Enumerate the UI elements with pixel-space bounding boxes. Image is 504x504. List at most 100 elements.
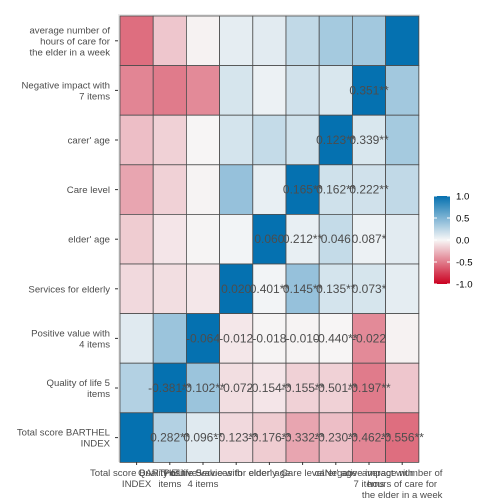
cell-value-label: 0.212** (283, 232, 323, 246)
heatmap-cell (119, 114, 154, 166)
heatmap-cell (119, 65, 154, 116)
legend-colorbar (434, 196, 450, 284)
heatmap-cell (285, 114, 320, 166)
heatmap-cell (119, 412, 154, 463)
heatmap-cell (152, 362, 187, 414)
heatmap-cell (185, 65, 220, 116)
y-tick-label: Services for elderly (28, 284, 110, 295)
cell-value-label: 0.060 (254, 232, 284, 246)
cell-value-label: -0.123** (215, 431, 259, 445)
cell-value-label: -0.022 (352, 331, 386, 345)
heatmap-cell (385, 313, 420, 364)
cell-value-label: -0.556** (381, 431, 425, 445)
heatmap-cell (219, 15, 254, 66)
heatmap-cell (219, 114, 254, 166)
heatmap-cell (185, 313, 220, 364)
y-tick-label: carer' age (68, 136, 110, 147)
cell-value-label: 0.020 (221, 282, 251, 296)
heatmap-cell (351, 65, 386, 116)
heatmap-cell (119, 313, 154, 364)
heatmap-cell (252, 114, 287, 166)
heatmap-cell (385, 65, 420, 116)
heatmap-cell (285, 263, 320, 314)
heatmap-cell (385, 164, 420, 215)
heatmap-cell (351, 213, 386, 265)
heatmap-cell (385, 263, 420, 314)
cell-value-label: 0.339** (349, 133, 389, 147)
heatmap-cell (152, 263, 187, 314)
heatmap-cell (185, 164, 220, 215)
heatmap-cell (119, 164, 154, 215)
heatmap-cell (285, 313, 320, 364)
cell-value-label: -0.072 (219, 381, 253, 395)
cell-value-label: 0.145** (283, 282, 323, 296)
cell-value-label: 0.073* (352, 282, 387, 296)
cell-value-label: 0.087* (352, 232, 387, 246)
cell-value-label: -0.018 (252, 331, 286, 345)
heatmap-cell (351, 263, 386, 314)
legend-tick-label: 0.0 (456, 236, 469, 247)
heatmap-cell (219, 313, 254, 364)
cell-value-label: -0.440** (314, 331, 358, 345)
heatmap-cell (351, 114, 386, 166)
cell-value-label: 0.123** (316, 133, 356, 147)
cell-value-label: 0.282** (150, 431, 190, 445)
heatmap-cell (252, 15, 287, 66)
heatmap-cell (185, 213, 220, 265)
heatmap-cell (318, 65, 353, 116)
heatmap-cell (152, 313, 187, 364)
heatmap-cell (385, 213, 420, 265)
y-tick-label: Positive value with 4 items (31, 328, 110, 350)
x-tick-label: Negative impact with 7 items (325, 468, 414, 490)
heatmap-cell (318, 114, 353, 166)
heatmap-cell (318, 15, 353, 66)
heatmap-cell (119, 213, 154, 265)
heatmap-cell (252, 164, 287, 215)
x-tick-label: average number of hours of care for the el… (362, 468, 443, 501)
cell-value-label: -0.102** (181, 381, 225, 395)
heatmap-cell (152, 15, 187, 66)
y-tick-label: Quality of life 5 items (47, 378, 111, 400)
cell-value-label: -0.501** (314, 381, 358, 395)
heatmap-cell (119, 362, 154, 414)
heatmap-cell (152, 164, 187, 215)
cell-value-label: 0.165** (283, 183, 323, 197)
heatmap-cell (385, 15, 420, 66)
heatmap-cell (318, 213, 353, 265)
heatmap-cell (385, 114, 420, 166)
cell-value-label: -0.012 (219, 331, 253, 345)
y-tick-label: Total score BARTHEL INDEX (17, 428, 111, 450)
heatmap-cell (252, 263, 287, 314)
legend-tick-label: -1.0 (456, 280, 473, 291)
legend-tick-label: -0.5 (456, 258, 473, 269)
cell-value-label: -0.155** (281, 381, 325, 395)
heatmap-cell (252, 362, 287, 414)
heatmap-cell (285, 213, 320, 265)
y-tick-label: elder' age (68, 235, 110, 246)
cell-value-label: 0.162** (316, 183, 356, 197)
heatmap-cell (185, 114, 220, 166)
heatmap-cell (219, 164, 254, 215)
x-tick-label: elder' age (248, 468, 290, 479)
heatmap-cell (219, 213, 254, 265)
cell-value-label: -0.230** (314, 431, 358, 445)
heatmap-cell (185, 362, 220, 414)
cell-value-label: 0.046 (321, 232, 351, 246)
heatmap-cell (285, 15, 320, 66)
heatmap-cell (252, 313, 287, 364)
heatmap-cell (152, 213, 187, 265)
heatmap-cell (185, 263, 220, 314)
x-tick-label: carer' age (315, 468, 357, 479)
y-tick-label: Negative impact with 7 items (21, 80, 110, 102)
legend-tick-label: 1.0 (456, 192, 469, 203)
heatmap-cell (351, 15, 386, 66)
x-tick-label: Services for elderly (195, 468, 277, 479)
heatmap-cell (252, 65, 287, 116)
cell-value-label: -0.154** (248, 381, 292, 395)
heatmap-cell (318, 263, 353, 314)
heatmap-cell (385, 362, 420, 414)
heatmap-cell (219, 65, 254, 116)
cell-value-label: 0.096** (183, 431, 223, 445)
heatmap-cell (119, 263, 154, 314)
